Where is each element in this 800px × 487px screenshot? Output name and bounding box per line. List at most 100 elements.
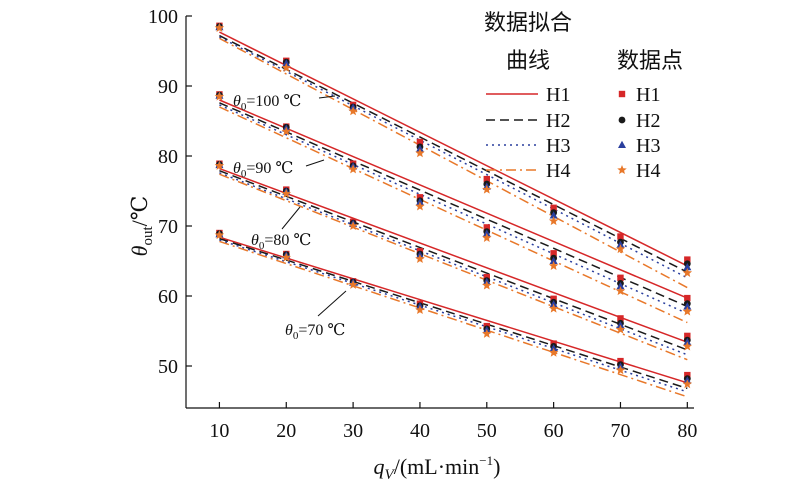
data-point-h4 [348,106,358,116]
data-point-h1 [617,357,624,365]
group-label-value: =100 ℃ [246,93,301,110]
legend-marker-h1 [618,90,626,98]
legend-fit-title-line1: 数据拟合 [484,10,572,35]
data-point-h4 [281,188,292,198]
y-tick-label: 80 [158,146,178,168]
data-point-h1 [617,315,624,322]
x-tick-label: 50 [477,420,497,442]
fit-line-h2-group-2 [219,102,688,308]
x-tick-label: 60 [544,420,564,442]
axes: 10 20 30 40 50 60 70 80 50 60 70 80 90 100 [148,6,697,442]
fit-line-h1-group-1 [219,31,688,267]
data-point-h3 [549,256,558,264]
data-point-h4 [214,230,225,240]
legend-line-label-h3: H3 [546,135,570,157]
legend-marker-label-h2: H2 [636,110,660,132]
legend-marker-h2 [618,116,626,124]
legend-marker-label-h1: H1 [636,84,660,106]
fit-line-h3-group-4 [219,239,688,393]
data-point-h4 [214,91,225,101]
annotations: θ0=100 ℃θ0=90 ℃θ0=80 ℃θ0=70 ℃ [233,93,347,342]
fit-line-h4-group-2 [219,106,688,324]
group-label-leader [305,159,325,167]
data-point-h1 [684,371,691,379]
data-point-h1 [617,233,624,240]
data-point-h4 [348,279,358,289]
data-point-h4 [281,126,292,136]
data-point-h1 [617,274,624,281]
data-point-h1 [684,332,691,340]
group-label-value: =80 ℃ [264,232,311,249]
data-point-h3 [683,302,692,310]
y-tick-label: 100 [148,6,178,28]
data-point-h4 [615,324,626,334]
legend-marker-h3 [618,140,626,148]
data-point-h4 [348,221,358,231]
data-point-h4 [348,164,358,174]
data-point-h1 [684,256,691,263]
data-point-h4 [548,216,559,226]
data-point-h3 [549,211,558,219]
data-point-h1 [416,194,424,201]
group-label-value: =70 ℃ [298,322,345,339]
x-tick-label: 30 [343,420,363,442]
x-tick-label: 70 [610,420,630,442]
fit-line-h4-group-1 [219,37,688,289]
data-point-h1 [483,224,490,231]
data-point-h4 [482,232,492,242]
data-point-h4 [615,365,626,375]
data-point-h4 [482,184,492,194]
data-point-h4 [281,252,292,262]
legend-line-label-h2: H2 [546,110,570,132]
group-label-leader [318,95,336,99]
fit-line-h1-group-3 [219,167,688,343]
data-point-h4 [415,201,425,211]
data-point-h4 [415,253,425,263]
data-point-h4 [214,160,225,170]
data-point-h4 [482,328,492,338]
x-tick-label: 80 [677,420,697,442]
data-point-h1 [550,295,557,302]
y-tick-label: 90 [158,76,178,98]
y-tick-label: 50 [158,356,178,378]
y-axis-title: θout/℃ [127,196,156,257]
legend-marker-h4 [617,165,627,175]
group-label-subscript: 0 [259,240,265,252]
group-label-subscript: 0 [293,330,299,342]
data-point-h4 [548,260,559,270]
legend-line-label-h1: H1 [546,84,570,106]
fit-lines [219,31,688,398]
fit-line-h2-group-4 [219,237,688,390]
group-label-symbol: θ [233,93,241,110]
data-point-h1 [684,294,691,302]
fit-line-h1-group-4 [219,236,688,384]
group-label-leader [281,206,301,230]
data-point-h4 [682,267,693,277]
x-tick-label: 10 [209,420,229,442]
legend-marker-label-h3: H3 [636,135,660,157]
data-point-h3 [616,281,625,290]
legend-points-title: 数据点 [617,48,683,73]
data-point-h4 [615,286,626,296]
data-point-h4 [548,303,559,313]
group-label-symbol: θ [251,232,259,249]
group-label-leader [317,290,347,317]
group-label-subscript: 0 [241,168,247,180]
data-point-h3 [683,263,692,271]
fit-line-h3-group-1 [219,36,688,279]
data-point-h1 [550,204,557,211]
legend-marker-label-h4: H4 [636,160,660,182]
x-axis-title: qV/(mL·min−1) [374,453,501,483]
group-label-4: θ0=70 ℃ [285,322,345,342]
y-tick-label: 60 [158,286,178,308]
legend-fit-title-line2: 曲线 [506,48,550,73]
group-label-subscript: 0 [241,101,247,113]
data-point-h4 [214,22,225,32]
data-point-h1 [483,273,490,281]
group-label-3: θ0=80 ℃ [251,232,311,252]
data-point-h4 [682,341,693,351]
data-point-h4 [682,379,693,389]
data-point-h4 [415,305,425,315]
fit-line-h1-group-2 [219,99,688,299]
